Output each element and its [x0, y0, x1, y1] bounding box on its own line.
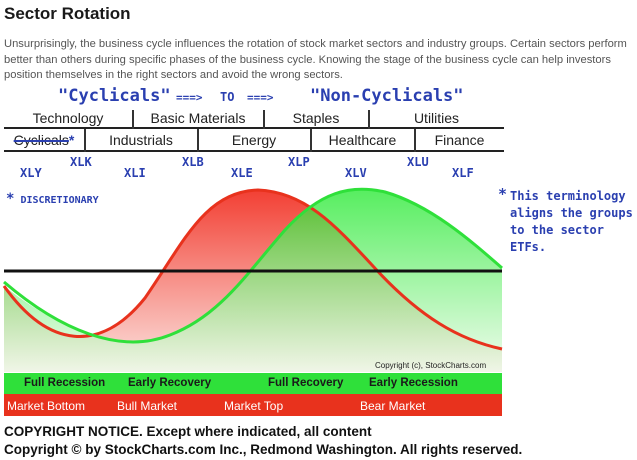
- discretionary-note: * DISCRETIONARY: [6, 191, 99, 207]
- sector-row-top: Technology Basic Materials Staples Utili…: [4, 108, 504, 129]
- sector-staples: Staples: [292, 109, 340, 126]
- sector-basic-materials: Basic Materials: [150, 109, 246, 126]
- copyright-notice-line1: COPYRIGHT NOTICE. Except where indicated…: [4, 424, 372, 439]
- green-curve-line: [3, 187, 503, 344]
- market-label: Bull Market: [117, 399, 178, 413]
- divider: [84, 129, 86, 152]
- etf-label: XLV: [345, 166, 367, 180]
- phase-label: Early Recession: [369, 377, 458, 389]
- green-curve-area: [4, 189, 502, 372]
- side-note: * This terminology aligns the groups to …: [498, 185, 637, 256]
- sector-cyclicals-label: Cyclicals: [13, 131, 69, 148]
- market-label: Bear Market: [360, 399, 426, 413]
- side-note-text: This terminology aligns the groups to th…: [510, 189, 633, 254]
- phase-band: Full Recession Early Recovery Full Recov…: [4, 373, 502, 394]
- asterisk-marker: *: [68, 131, 75, 148]
- sector-row-bottom: Cyclicals * Industrials Energy Healthcar…: [4, 129, 504, 152]
- asterisk-marker: *: [6, 191, 15, 207]
- divider: [414, 129, 416, 152]
- discretionary-text: DISCRETIONARY: [20, 195, 99, 206]
- divider: [263, 110, 265, 129]
- etf-label: XLE: [231, 166, 253, 180]
- phase-label: Early Recovery: [128, 377, 212, 389]
- cyclicals-heading: "Cyclicals": [58, 86, 171, 106]
- sector-energy: Energy: [231, 131, 277, 148]
- etf-label: XLP: [288, 155, 310, 169]
- to-text: TO: [220, 90, 235, 104]
- phase-label: Full Recession: [24, 377, 106, 389]
- sector-finance: Finance: [434, 131, 485, 148]
- etf-label: XLK: [70, 155, 92, 169]
- etf-label: XLF: [452, 166, 474, 180]
- etf-label: XLU: [407, 155, 429, 169]
- market-label: Market Bottom: [7, 399, 86, 413]
- sector-industrials: Industrials: [109, 131, 173, 148]
- intro-paragraph: Unsurprisingly, the business cycle influ…: [4, 38, 627, 81]
- etf-label: XLB: [182, 155, 204, 169]
- market-label: Market Top: [224, 399, 284, 413]
- etf-label: XLY: [20, 166, 42, 180]
- page-title: Sector Rotation: [4, 4, 131, 23]
- etf-label: XLI: [124, 166, 146, 180]
- market-band: Market Bottom Bull Market Market Top Bea…: [4, 394, 502, 416]
- divider: [132, 110, 134, 129]
- sector-utilities: Utilities: [413, 109, 460, 126]
- sector-healthcare: Healthcare: [328, 131, 397, 148]
- copyright-notice-line2: Copyright © by StockCharts.com Inc., Red…: [4, 442, 523, 457]
- chart-copyright: Copyright (c), StockCharts.com: [375, 361, 487, 370]
- non-cyclicals-heading: "Non-Cyclicals": [310, 86, 464, 106]
- phase-label: Full Recovery: [268, 377, 344, 389]
- arrow-text: ===>: [176, 91, 203, 104]
- arrow-text: ===>: [247, 91, 274, 104]
- asterisk-marker: *: [498, 185, 508, 203]
- divider: [368, 110, 370, 129]
- divider: [197, 129, 199, 152]
- divider: [310, 129, 312, 152]
- sector-technology: Technology: [32, 109, 104, 126]
- sector-cyclicals: Cyclicals *: [4, 129, 84, 150]
